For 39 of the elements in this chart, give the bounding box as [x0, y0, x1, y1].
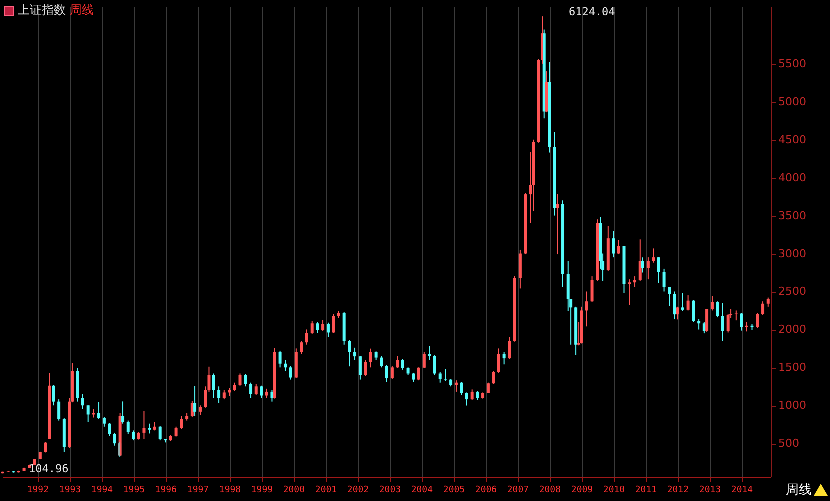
x-tick-label: 1992 [27, 486, 50, 496]
x-tick-label: 2003 [379, 486, 402, 496]
x-tick-label: 2006 [475, 486, 498, 496]
y-tick-label: 5000 [778, 95, 806, 108]
x-tick-label: 1998 [219, 486, 242, 496]
y-tick-label: 3500 [778, 209, 806, 222]
x-tick-label: 2009 [571, 486, 594, 496]
chart-title: 上证指数 [18, 2, 66, 19]
y-tick-label: 1500 [778, 361, 806, 374]
chart-subtitle: 周线 [70, 2, 94, 19]
y-tick-label: 2000 [778, 323, 806, 336]
y-tick-label: 4500 [778, 133, 806, 146]
y-tick-label: 3000 [778, 247, 806, 260]
y-tick-label: 500 [778, 437, 800, 450]
x-tick-label: 2007 [507, 486, 530, 496]
x-tick-label: 2002 [347, 486, 370, 496]
x-tick-label: 2000 [283, 486, 306, 496]
x-tick-label: 1996 [155, 486, 178, 496]
x-tick-label: 1994 [91, 486, 114, 496]
y-tick-label: 1000 [778, 399, 806, 412]
annotation: 6124.04 [568, 6, 616, 19]
x-tick-label: 2008 [539, 486, 562, 496]
text: 周线 [786, 482, 812, 499]
x-tick-label: 1995 [123, 486, 146, 496]
x-tick-label: 2011 [635, 486, 658, 496]
x-tick-label: 1993 [59, 486, 82, 496]
x-tick-label: 2004 [411, 486, 434, 496]
y-tick-label: 4000 [778, 171, 806, 184]
x-tick-label: 2010 [603, 486, 626, 496]
x-tick-label: 2013 [699, 486, 722, 496]
x-tick-label: 2005 [443, 486, 466, 496]
y-tick-label: 2500 [778, 285, 806, 298]
x-tick-label: 1999 [251, 486, 274, 496]
x-tick-label: 2014 [731, 486, 754, 496]
y-tick-label: 5500 [778, 57, 806, 70]
x-tick-label: 2001 [315, 486, 338, 496]
x-tick-label: 1997 [187, 486, 210, 496]
x-tick-label: 2012 [667, 486, 690, 496]
annotation: 104.96 [29, 462, 69, 476]
